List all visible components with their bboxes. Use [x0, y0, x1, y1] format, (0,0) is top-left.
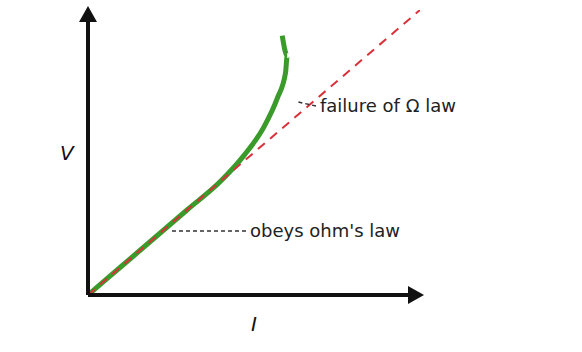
svg-text:obeys ohm's law: obeys ohm's law [250, 220, 400, 241]
svg-text:V: V [60, 141, 75, 165]
svg-text:failure of Ω law: failure of Ω law [320, 95, 456, 116]
svg-text:I: I [251, 312, 257, 336]
